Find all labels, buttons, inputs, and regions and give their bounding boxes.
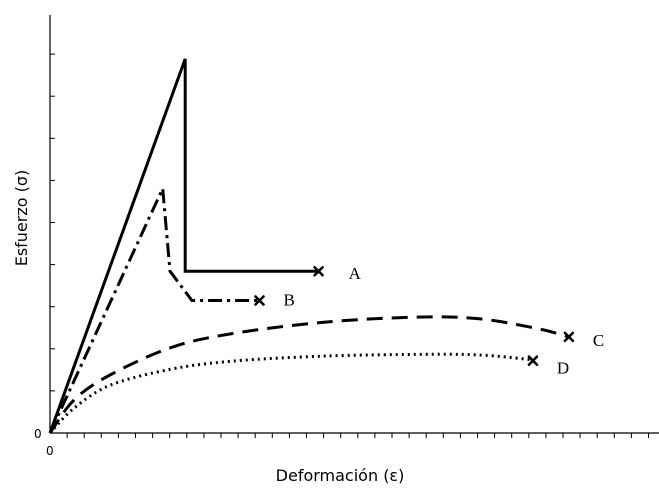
series-c-label: C [593, 331, 604, 350]
series-b-end-marker [254, 295, 265, 306]
series-a-label: A [349, 264, 362, 283]
series-layer [48, 58, 575, 435]
series-d-line [48, 352, 534, 435]
axis-ticks [50, 53, 649, 438]
x-origin-label: 0 [46, 444, 54, 458]
series-a-end-marker [313, 265, 324, 277]
y-axis-title: Esfuerzo (σ) [12, 170, 31, 267]
series-c-end-marker [563, 331, 575, 343]
series-a-line [48, 58, 319, 434]
series-d-label: D [557, 359, 569, 378]
series-b-label: B [283, 290, 294, 309]
series-labels: A B C D [283, 264, 604, 377]
y-origin-label: 0 [34, 427, 42, 441]
x-axis-title: Deformación (ε) [276, 466, 405, 485]
series-b-line [48, 182, 260, 434]
series-d-end-marker [527, 355, 539, 366]
series-c-line [48, 315, 570, 434]
